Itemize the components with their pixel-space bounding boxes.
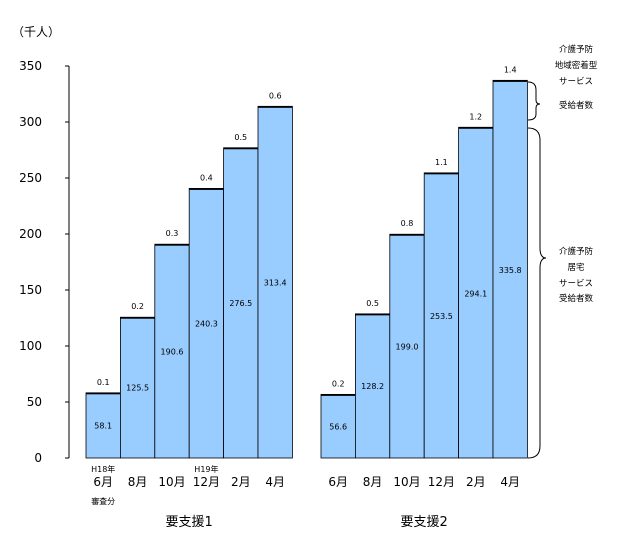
bar-top-label: 0.5	[234, 133, 247, 142]
bar	[154, 243, 190, 459]
annotation-main-line: 居宅	[567, 262, 584, 273]
x-category-label: 8月	[363, 475, 383, 489]
bar-top-segment	[86, 392, 121, 395]
bar-top-label: 0.2	[332, 379, 345, 388]
bar-value-label: 128.2	[361, 382, 384, 391]
x-category-label: 6月	[328, 475, 348, 489]
y-tick-label: 300	[19, 115, 42, 129]
x-category-note: H19年	[194, 464, 218, 474]
bar-top-label: 0.5	[366, 299, 379, 308]
x-category-label: 2月	[466, 475, 486, 489]
bar	[492, 79, 528, 459]
bar-value-label: 294.1	[464, 289, 487, 298]
annotation-main-line: 介護予防	[559, 246, 594, 257]
bar-value-label: 335.8	[499, 266, 522, 275]
bar-top-label: 1.1	[435, 158, 448, 167]
bar	[389, 233, 425, 459]
x-group-label: 要支援2	[401, 515, 448, 530]
y-tick-label: 0	[34, 451, 42, 465]
bar-value-label: 253.5	[430, 312, 453, 321]
x-category-label: 12月	[193, 475, 220, 489]
bar	[223, 147, 259, 459]
bar	[188, 188, 224, 459]
bar-top-label: 0.3	[166, 229, 179, 238]
annotation-main-line: サービス	[559, 279, 593, 289]
bar-value-label: 56.6	[329, 422, 347, 431]
bars: 58.1 0.1 125.5 0.2 190.6 0.3 240.3 0.4 276.5 0.5 3…	[85, 65, 528, 459]
x-category-label: 2月	[231, 475, 251, 489]
x-category-label: 12月	[428, 475, 455, 489]
bar-value-label: 313.4	[264, 278, 287, 287]
y-tick-label: 150	[19, 283, 42, 297]
y-tick-label: 50	[27, 395, 42, 409]
y-tick-label: 100	[19, 339, 42, 353]
bar-value-label: 125.5	[126, 384, 149, 393]
bar-top-segment	[389, 234, 425, 236]
y-unit-label: （千人）	[12, 25, 60, 39]
y-axis: 0 50 100 150 200 250 300 350	[19, 59, 70, 465]
bar-top-segment	[154, 244, 190, 246]
bar-top-segment	[223, 147, 258, 150]
x-category-note: H18年	[91, 464, 115, 474]
bar	[120, 316, 156, 459]
bar-top-label: 0.4	[200, 173, 213, 182]
bar-top-segment	[189, 188, 224, 190]
bar	[354, 313, 391, 459]
bar-value-label: 190.6	[161, 347, 184, 356]
bar-top-segment	[424, 172, 459, 175]
x-category-label: 4月	[500, 475, 520, 489]
annotation-top-line: 介護予防	[559, 44, 594, 55]
bar-value-label: 276.5	[229, 299, 252, 308]
annotation-bracket-main	[527, 127, 547, 459]
annotation-top-line: サービス	[559, 77, 593, 87]
x-category-label: 8月	[128, 475, 148, 489]
x-category-label: 4月	[265, 475, 285, 489]
y-tick-label: 250	[19, 171, 42, 185]
bar-top-label: 0.8	[401, 219, 414, 228]
x-category-label: 10月	[393, 475, 420, 489]
y-tick-label: 350	[19, 59, 42, 73]
bar-top-label: 0.6	[269, 91, 282, 100]
bar-top-segment	[120, 317, 155, 319]
x-category-note: 審査分	[91, 496, 115, 506]
bar-top-segment	[258, 106, 293, 108]
annotation-top-line: 地域密着型	[555, 60, 598, 71]
bar	[423, 172, 460, 459]
x-category-label: 10月	[158, 475, 185, 489]
bar-top-label: 0.2	[131, 302, 144, 311]
bar-value-label: 199.0	[396, 343, 419, 352]
bar-top-label: 1.2	[469, 112, 482, 121]
bar-top-label: 0.1	[97, 378, 110, 387]
bar-value-label: 240.3	[195, 319, 218, 328]
bar	[257, 105, 293, 459]
annotation-bracket-top	[527, 81, 541, 121]
annotation-main-line: 受給者数	[559, 293, 594, 304]
bar-value-label: 58.1	[94, 421, 112, 430]
y-tick-label: 200	[19, 227, 42, 241]
bar-top-segment	[321, 394, 356, 396]
x-category-label: 6月	[93, 475, 113, 489]
bar-top-segment	[355, 313, 390, 316]
bar-top-label: 1.4	[504, 65, 517, 74]
annotation-top-line: 受給者数	[559, 100, 594, 111]
x-group-label: 要支援1	[166, 515, 213, 530]
bar-top-segment	[458, 127, 493, 129]
bar-top-segment	[493, 80, 528, 82]
